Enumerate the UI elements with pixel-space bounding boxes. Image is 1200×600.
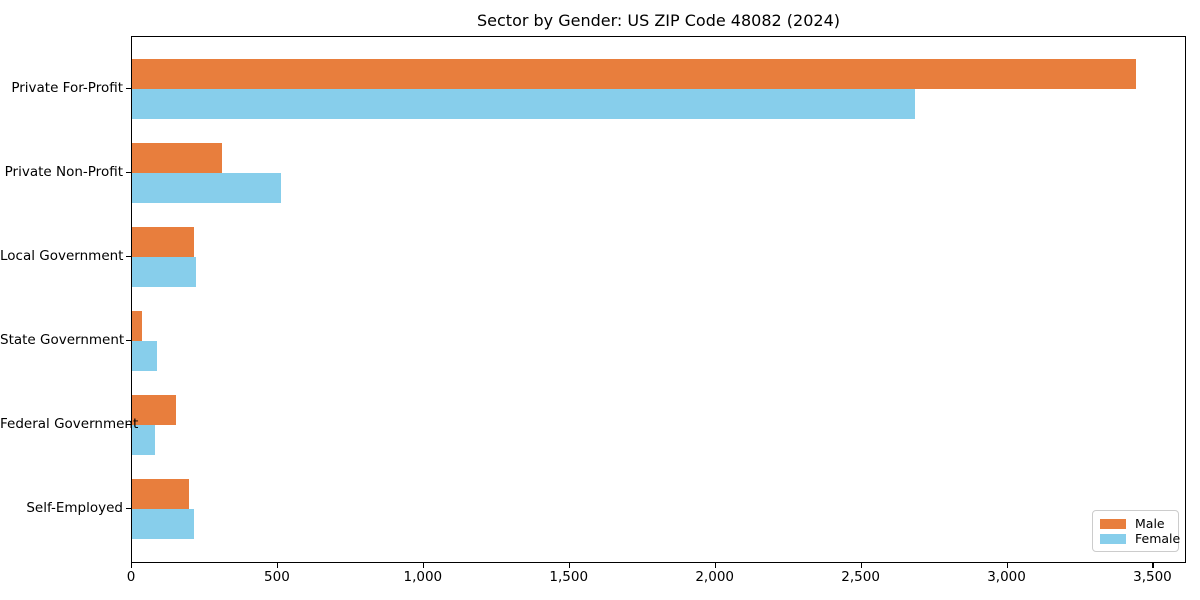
x-tick-label-2500: 2,500 <box>841 569 880 585</box>
x-tick-3000 <box>1006 563 1008 568</box>
y-tick-private-for-profit <box>126 88 131 90</box>
x-tick-500 <box>276 563 279 568</box>
plot-area: Male Female <box>131 36 1186 563</box>
legend-row-male: Male <box>1100 517 1170 530</box>
x-tick-label-1500: 1,500 <box>549 569 589 585</box>
x-tick-label-3500: 3,500 <box>1133 569 1172 585</box>
bar-male-self-employed <box>132 479 189 509</box>
bar-female-federal-government <box>132 425 155 455</box>
bar-female-self-employed <box>132 509 194 539</box>
y-tick-label-private-non-profit: Private Non-Profit <box>4 164 123 180</box>
bar-male-private-for-profit <box>132 59 1136 89</box>
x-tick-label-3000: 3,000 <box>987 569 1026 585</box>
x-tick-label-1000: 1,000 <box>403 569 443 585</box>
bar-male-private-non-profit <box>132 143 222 173</box>
legend-swatch-male <box>1100 518 1126 529</box>
bar-female-private-non-profit <box>132 173 281 203</box>
bar-female-private-for-profit <box>132 89 915 119</box>
y-tick-label-private-for-profit: Private For-Profit <box>11 80 123 96</box>
y-tick-label-local-government: Local Government <box>0 248 124 264</box>
y-tick-private-non-profit <box>126 172 131 174</box>
x-tick-1000 <box>422 563 425 568</box>
legend: Male Female <box>1092 510 1180 552</box>
x-tick-label-500: 500 <box>264 569 290 585</box>
x-tick-label-2000: 2,000 <box>695 569 734 585</box>
bar-female-local-government <box>132 257 196 287</box>
chart-title: Sector by Gender: US ZIP Code 48082 (202… <box>477 11 840 30</box>
y-tick-label-state-government: State Government <box>0 332 125 348</box>
x-tick-0 <box>131 563 133 568</box>
y-tick-local-government <box>126 256 131 258</box>
x-tick-3500 <box>1152 563 1154 568</box>
bar-male-federal-government <box>132 395 176 425</box>
legend-swatch-female <box>1100 533 1126 544</box>
x-tick-1500 <box>568 563 570 568</box>
bar-male-state-government <box>132 311 142 341</box>
legend-row-female: Female <box>1100 532 1180 545</box>
y-tick-label-federal-government: Federal Government <box>0 416 139 432</box>
y-tick-self-employed <box>126 508 131 510</box>
legend-label-male: Male <box>1135 516 1165 531</box>
x-tick-2000 <box>714 563 716 568</box>
y-tick-federal-government <box>126 424 131 426</box>
y-tick-state-government <box>126 340 131 342</box>
legend-label-female: Female <box>1135 531 1181 546</box>
bar-female-state-government <box>132 341 157 371</box>
bar-male-local-government <box>132 227 194 257</box>
x-tick-label-0: 0 <box>126 569 136 585</box>
x-tick-2500 <box>860 563 862 568</box>
y-tick-label-self-employed: Self-Employed <box>26 500 123 516</box>
